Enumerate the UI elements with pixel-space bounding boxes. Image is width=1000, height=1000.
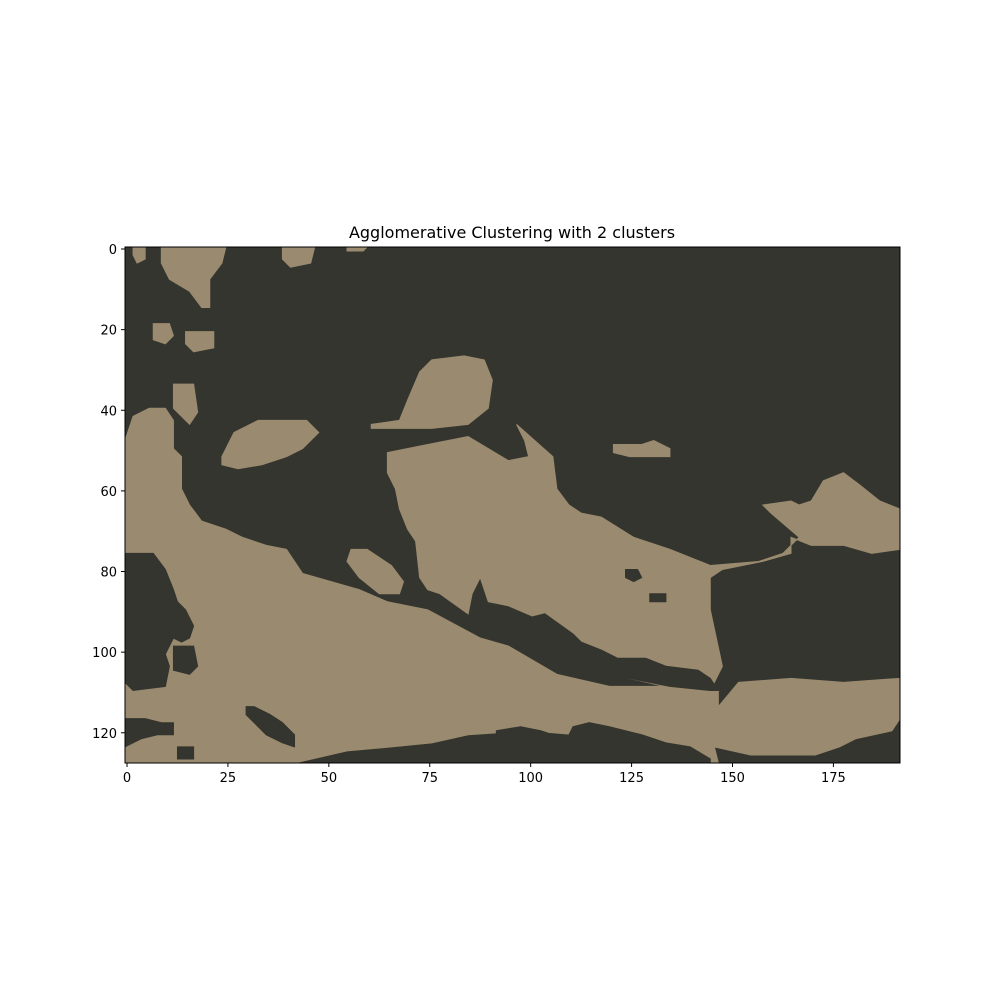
cluster-1-region xyxy=(221,419,320,470)
cluster-0-region xyxy=(495,726,554,760)
cluster-1-region xyxy=(370,355,493,429)
cluster-1-region xyxy=(346,548,405,595)
y-tick-label: 80 xyxy=(100,566,117,581)
cluster-1-region xyxy=(152,323,175,345)
x-axis: 0 25 50 75 100 125 150 175 xyxy=(123,763,846,786)
x-tick-label: 25 xyxy=(220,771,237,786)
cluster-0-region xyxy=(568,722,711,763)
x-tick-label: 50 xyxy=(321,771,338,786)
cluster-0-region xyxy=(172,645,199,675)
chart-title: Agglomerative Clustering with 2 clusters xyxy=(349,223,675,242)
x-tick-label: 75 xyxy=(421,771,438,786)
y-axis: 0 20 40 60 80 100 120 xyxy=(92,243,125,742)
y-tick-label: 100 xyxy=(92,646,117,661)
y-tick-label: 40 xyxy=(100,404,117,419)
cluster-1-region xyxy=(386,424,900,691)
cluster-0-region xyxy=(125,552,195,691)
cluster-0-region xyxy=(625,569,643,583)
x-tick-label: 175 xyxy=(821,771,846,786)
cluster-0-region xyxy=(125,718,174,748)
plot-frame xyxy=(124,246,901,764)
cluster-0-region xyxy=(245,706,296,748)
y-tick-label: 20 xyxy=(100,324,117,339)
cluster-1-region xyxy=(185,331,215,353)
y-tick-label: 120 xyxy=(92,727,117,742)
cluster-0-region xyxy=(528,613,720,691)
y-tick-label: 0 xyxy=(109,243,117,258)
cluster-1-region xyxy=(612,439,671,458)
cluster-1-region xyxy=(281,247,316,268)
cluster-1-region xyxy=(132,247,146,264)
x-tick-label: 150 xyxy=(720,771,745,786)
x-tick-label: 0 xyxy=(123,771,131,786)
y-tick-label: 60 xyxy=(100,485,117,500)
cluster-1-region xyxy=(160,247,227,308)
cluster-0-region xyxy=(176,746,195,760)
x-tick-label: 125 xyxy=(619,771,644,786)
cluster-1-region xyxy=(172,383,199,426)
cluster-regions xyxy=(125,247,900,763)
plot-area xyxy=(124,246,901,764)
cluster-1-region xyxy=(346,247,368,252)
cluster-0-region xyxy=(649,593,667,603)
x-tick-label: 100 xyxy=(518,771,543,786)
